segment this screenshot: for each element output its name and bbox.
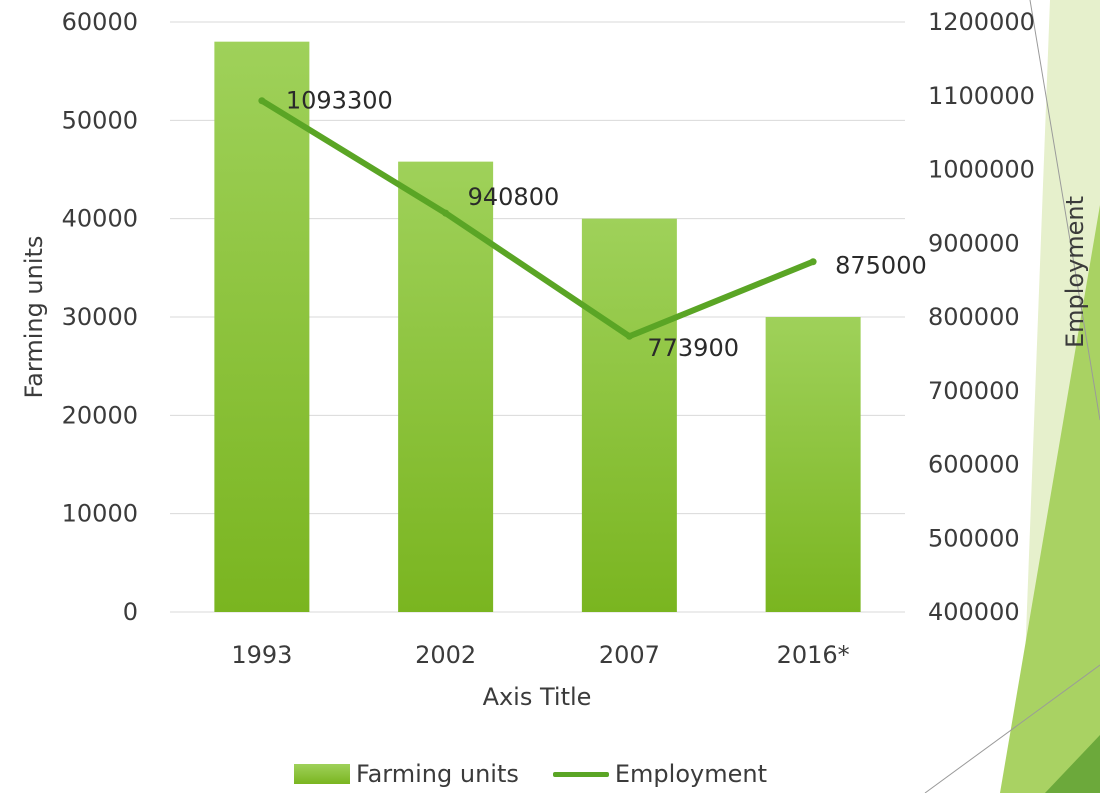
employment-point-2002: [442, 209, 450, 217]
data-label-2002: 940800: [468, 183, 560, 211]
data-label-2007: 773900: [647, 334, 739, 362]
x-axis-title: Axis Title: [483, 683, 592, 711]
employment-point-2007: [625, 332, 633, 340]
y2-tick-label: 1200000: [928, 8, 1035, 36]
employment-line: [258, 97, 817, 340]
bar-2007: [581, 218, 677, 612]
right-axis-ticks: 400000 500000 600000 700000 800000 900000 1000…: [928, 8, 1035, 626]
x-tick-label: 2002: [415, 641, 476, 669]
data-label-1993: 1093300: [286, 87, 393, 115]
decoration-line-1: [1029, 0, 1100, 421]
data-labels: 1093300 940800 773900 875000: [286, 87, 927, 363]
y-tick-label: 20000: [62, 401, 138, 429]
x-axis-ticks: 1993 2002 2007 2016*: [231, 641, 849, 669]
y2-tick-label: 1000000: [928, 156, 1035, 184]
y-tick-label: 50000: [62, 106, 138, 134]
y2-axis-title: Employment: [1061, 196, 1089, 348]
y2-tick-label: 700000: [928, 377, 1020, 405]
x-tick-label: 2007: [599, 641, 660, 669]
x-tick-label: 1993: [231, 641, 292, 669]
y-tick-label: 60000: [62, 8, 138, 36]
decoration-line-2: [924, 664, 1100, 793]
y-tick-label: 40000: [62, 205, 138, 233]
line-series: [258, 97, 817, 340]
bar-2016*: [765, 317, 861, 612]
y2-tick-label: 1100000: [928, 82, 1035, 110]
decoration-mid-triangle: [1000, 205, 1100, 793]
employment-point-1993: [258, 97, 266, 105]
y2-tick-label: 500000: [928, 524, 1020, 552]
bar-1993: [214, 41, 310, 612]
legend-bar-label: Farming units: [356, 760, 519, 788]
y2-tick-label: 900000: [928, 229, 1020, 257]
bar-2002: [398, 161, 494, 612]
y2-tick-label: 400000: [928, 598, 1020, 626]
bar-series: [214, 41, 861, 612]
legend-item-bars: Farming units: [294, 760, 519, 788]
legend-item-line: Employment: [552, 760, 767, 788]
legend-line-label: Employment: [614, 760, 767, 788]
employment-point-2016*: [809, 258, 817, 266]
data-label-2016*: 875000: [835, 252, 927, 280]
y-tick-label: 0: [123, 598, 138, 626]
y-tick-label: 30000: [62, 303, 138, 331]
legend-line-swatch: [552, 771, 609, 777]
legend-bar-swatch: [294, 764, 350, 784]
x-tick-label: 2016*: [777, 641, 850, 669]
legend: Farming units Employment: [294, 757, 801, 791]
decoration-dark-triangle: [1045, 735, 1100, 793]
y2-tick-label: 600000: [928, 451, 1020, 479]
y-axis-title: Farming units: [20, 236, 48, 399]
y2-tick-label: 800000: [928, 303, 1020, 331]
left-axis-ticks: 0 10000 20000 30000 40000 50000 60000: [62, 8, 138, 626]
y-tick-label: 10000: [62, 500, 138, 528]
